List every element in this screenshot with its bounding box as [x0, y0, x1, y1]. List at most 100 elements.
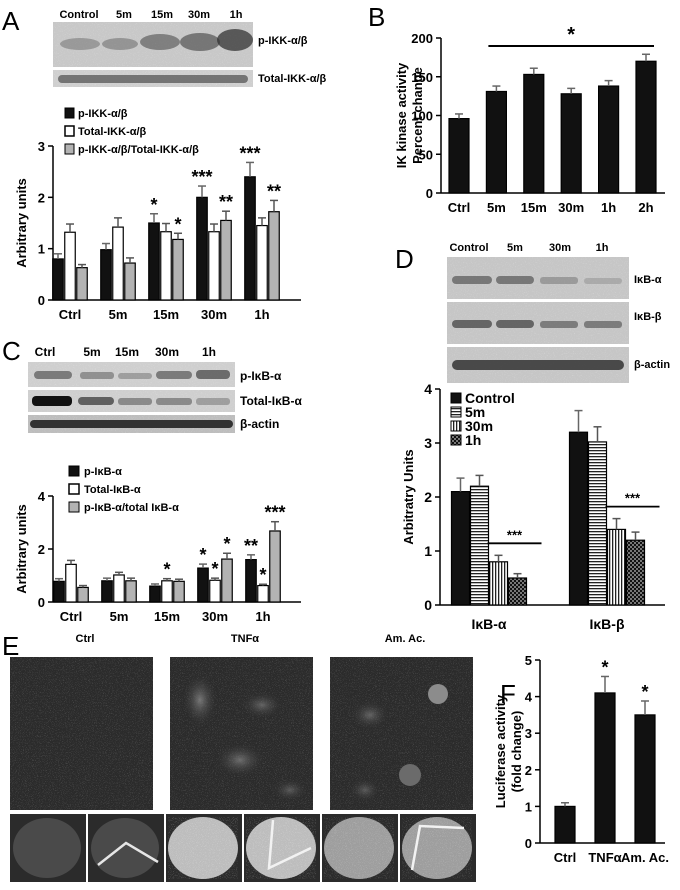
- legend-a-swatch-1: [64, 125, 75, 137]
- legend-c-swatch-2: [68, 501, 80, 513]
- sig-C-6: ***: [264, 503, 285, 523]
- bar-C-2-0: [149, 585, 161, 603]
- ytick-label-D-1: 1: [424, 543, 432, 559]
- legend-d: Control 5m 30m 1h: [450, 390, 515, 448]
- blot-c-lane-4: 1h: [202, 345, 216, 359]
- legend-a-label-0: p-IKK-α/β: [78, 108, 128, 120]
- legend-a-swatch-0: [64, 107, 75, 119]
- blot-a-row-1: Total-IKK-α/β: [258, 73, 327, 85]
- panel-letter-f: F: [500, 679, 516, 709]
- bar-A-2-2: [172, 238, 184, 301]
- blot-a-lane-1: 5m: [116, 9, 132, 21]
- bar-D-1-2: [606, 528, 627, 606]
- xtick-label-C-4: 1h: [255, 609, 270, 624]
- bar-A-3-1: [208, 231, 220, 301]
- bar-C-4-2: [269, 530, 281, 603]
- ytick-label-D-4: 4: [424, 381, 432, 397]
- bar-C-1-1: [113, 574, 125, 603]
- bar-D-0-2: [488, 561, 509, 606]
- blot-a: Control 5m 15m 30m 1h p-IKK-α/β Total-IK…: [53, 9, 327, 87]
- blot-a-lane-3: 30m: [188, 9, 210, 21]
- ytick-label-B-3: 150: [411, 70, 433, 85]
- blot-a-lane-4: 1h: [230, 9, 243, 21]
- bar-C-2-2: [173, 580, 185, 603]
- ytick-label-C-0: 0: [38, 595, 45, 610]
- legend-d-swatch-2: [450, 420, 462, 432]
- sig-A-1: *: [174, 214, 181, 234]
- legend-c-label-0: p-IκB-α: [84, 466, 122, 478]
- panel-letter-d: D: [395, 244, 414, 274]
- bar-A-3-2: [220, 219, 232, 301]
- ytick-label-D-0: 0: [424, 597, 432, 613]
- bar-C-1-0: [101, 580, 113, 603]
- sig-C-3: *: [223, 534, 230, 554]
- bar-C-1-2: [125, 580, 137, 603]
- bar-A-4-1: [256, 224, 268, 301]
- blot-d-lane-1: 5m: [507, 242, 523, 254]
- panel-letter-e: E: [2, 631, 19, 661]
- xtick-label-A-0: Ctrl: [59, 307, 81, 322]
- bar-D-1-0: [568, 431, 589, 606]
- bar-D-1-1: [587, 441, 608, 606]
- ytick-label-F-0: 0: [525, 836, 532, 851]
- ytick-label-F-3: 3: [525, 726, 532, 741]
- sig-C-1: *: [199, 545, 206, 565]
- bar-D-0-0: [450, 491, 471, 606]
- micro-col-2: Am. Ac.: [385, 633, 426, 645]
- ylabel-C: Arbitrary units: [14, 504, 29, 594]
- bar-D-0-1: [469, 485, 490, 606]
- xtick-label-D-1: IκB-β: [589, 616, 624, 632]
- bar-C-0-2: [77, 586, 89, 603]
- sig-A-3: **: [219, 192, 233, 212]
- blot-d: Control 5m 30m 1h IκB-α IκB-β β-actin: [447, 242, 670, 383]
- sig-C-0: *: [163, 560, 170, 580]
- line-profile-tnf: [267, 819, 312, 871]
- line-profile-amac: [410, 824, 465, 871]
- xtick-label-A-2: 15m: [153, 307, 179, 322]
- bar-C-4-1: [257, 584, 269, 603]
- legend-c-label-1: Total-IκB-α: [84, 484, 141, 496]
- xtick-label-D-0: IκB-α: [471, 616, 506, 632]
- blot-c-row-1: Total-IκB-α: [240, 394, 302, 408]
- blot-d-lane-0: Control: [449, 242, 488, 254]
- bar-C-3-0: [197, 567, 209, 603]
- ytick-label-F-2: 2: [525, 763, 532, 778]
- sig-A-5: **: [267, 181, 281, 201]
- legend-d-swatch-1: [450, 406, 462, 418]
- sig-C-4: **: [244, 536, 258, 556]
- legend-c: p-IκB-α Total-IκB-α p-IκB-α/total IκB-α: [68, 465, 179, 514]
- ytick-label-D-2: 2: [424, 489, 432, 505]
- ylabel-B-0: IK kinase activity: [394, 62, 409, 168]
- bar-C-4-0: [245, 558, 257, 603]
- xtick-label-B-0: Ctrl: [448, 200, 470, 215]
- bar-A-4-2: [268, 211, 280, 301]
- bar-A-3-0: [196, 196, 208, 301]
- micro-col-0: Ctrl: [76, 633, 95, 645]
- ylabel-B-1: Percent change: [410, 67, 425, 164]
- legend-a-label-1: Total-IKK-α/β: [78, 126, 147, 138]
- xtick-label-B-2: 15m: [521, 200, 547, 215]
- bar-C-0-1: [65, 563, 77, 603]
- legend-d-label-1: 5m: [465, 404, 485, 420]
- ylabel-D: Arbitratry Units: [401, 449, 416, 544]
- ytick-label-B-1: 50: [419, 147, 433, 162]
- bar-F-2-0: [634, 714, 656, 844]
- blot-d-lane-2: 30m: [549, 242, 571, 254]
- ytick-label-B-0: 0: [426, 186, 433, 201]
- ytick-label-C-2: 4: [38, 489, 46, 504]
- ytick-label-A-1: 1: [38, 242, 45, 257]
- legend-c-swatch-1: [68, 483, 80, 495]
- xtick-label-A-4: 1h: [254, 307, 269, 322]
- micro-col-1: TNFα: [231, 633, 259, 645]
- bracket-sig-D-0: ***: [507, 527, 523, 542]
- xtick-label-C-1: 5m: [110, 609, 129, 624]
- bracket-sig-B: *: [567, 24, 575, 46]
- panel-letter-a: A: [2, 6, 20, 36]
- bar-B-1-0: [485, 90, 507, 194]
- blot-c: Ctrl 5m 15m 30m 1h p-IκB-α Total-IκB-α β…: [28, 345, 302, 433]
- bar-A-2-1: [160, 231, 172, 301]
- microscopy-e: Ctrl TNFα Am. Ac.: [10, 633, 476, 882]
- bar-B-2-0: [523, 73, 545, 194]
